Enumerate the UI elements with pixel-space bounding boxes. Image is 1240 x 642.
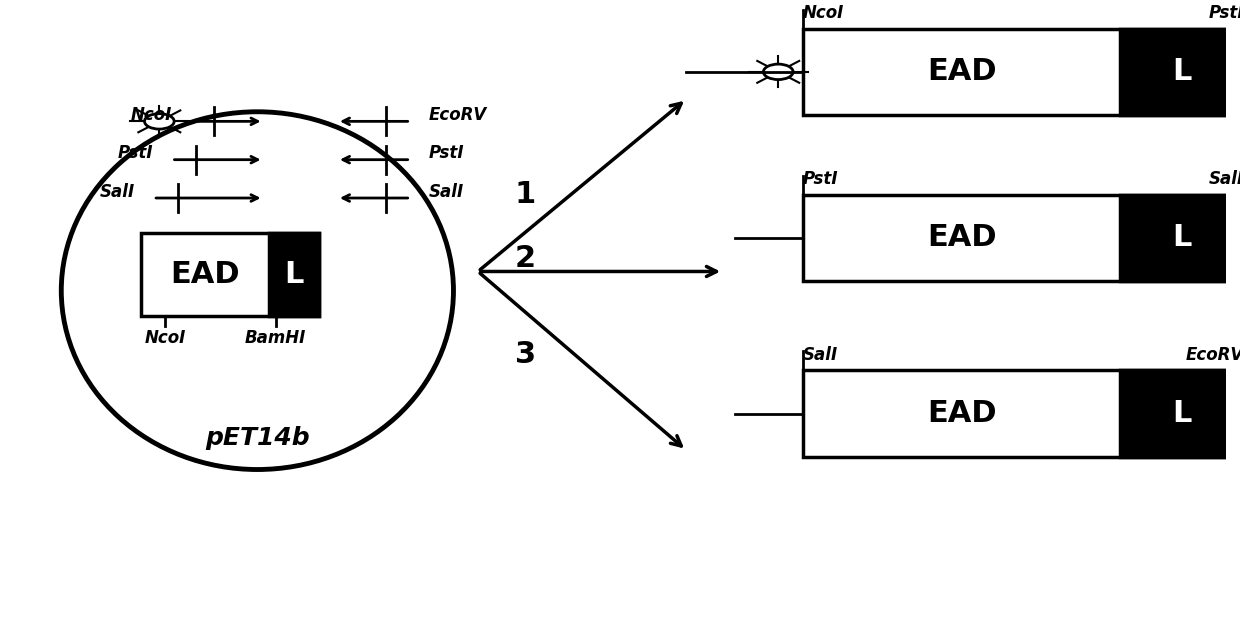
- Text: NcoI: NcoI: [145, 329, 186, 347]
- Bar: [1121, 195, 1240, 281]
- Bar: [269, 233, 319, 317]
- Text: 3: 3: [515, 340, 536, 369]
- Text: SalI: SalI: [429, 182, 464, 200]
- Text: 2: 2: [515, 244, 536, 273]
- Text: L: L: [1173, 399, 1192, 428]
- Text: EcoRV: EcoRV: [429, 106, 487, 124]
- Text: BamHI: BamHI: [246, 329, 306, 347]
- Text: L: L: [1173, 223, 1192, 252]
- Bar: [1121, 370, 1240, 456]
- Bar: [802, 29, 1240, 115]
- Text: NcoI: NcoI: [130, 106, 171, 124]
- Bar: [141, 233, 319, 317]
- Text: EAD: EAD: [926, 399, 997, 428]
- Ellipse shape: [61, 112, 454, 469]
- Bar: [1121, 29, 1240, 115]
- Text: NcoI: NcoI: [802, 4, 844, 22]
- Text: 1: 1: [515, 180, 536, 209]
- Text: SalI: SalI: [802, 346, 838, 364]
- Text: EAD: EAD: [170, 260, 239, 289]
- Text: EcoRV: EcoRV: [1185, 346, 1240, 364]
- Text: SalI: SalI: [99, 182, 135, 200]
- Bar: [802, 195, 1240, 281]
- Text: PstI: PstI: [118, 144, 154, 162]
- Text: PstI: PstI: [429, 144, 465, 162]
- Text: L: L: [1173, 57, 1192, 86]
- Text: PstI: PstI: [1209, 4, 1240, 22]
- Text: SalI: SalI: [1209, 170, 1240, 189]
- Text: PstI: PstI: [802, 170, 838, 189]
- Text: pET14b: pET14b: [205, 426, 310, 449]
- Text: EAD: EAD: [926, 223, 997, 252]
- Bar: [802, 370, 1240, 456]
- Text: EAD: EAD: [926, 57, 997, 86]
- Text: L: L: [284, 260, 304, 289]
